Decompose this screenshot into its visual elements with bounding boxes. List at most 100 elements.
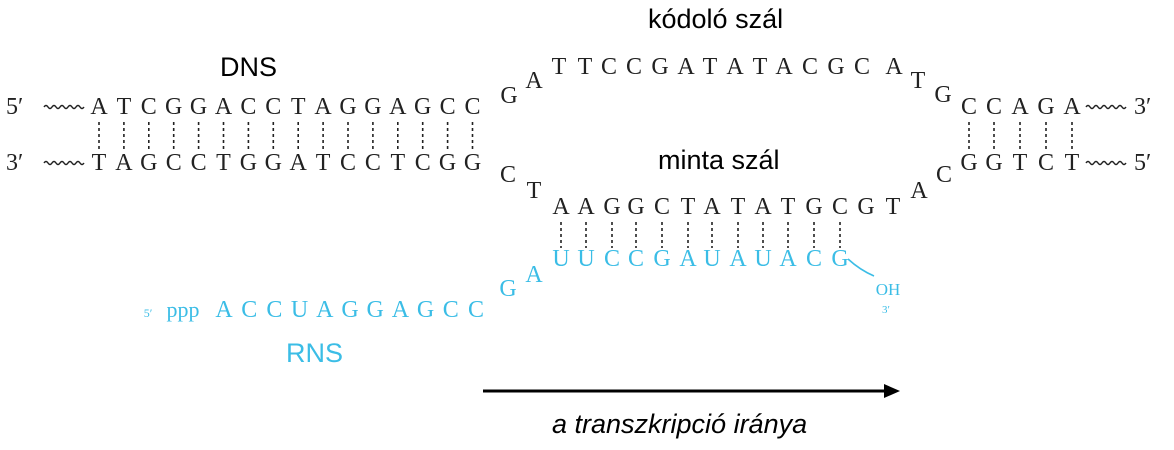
- rna-3prime-oh-label: OH: [876, 280, 901, 299]
- top-right-end-label: 3′: [1134, 94, 1151, 120]
- rna-bubble-base: U: [577, 246, 594, 272]
- template-bubble-base: C: [654, 194, 670, 220]
- bottom-left-wave: [43, 160, 85, 166]
- rna-base: C: [443, 297, 459, 323]
- coding-bubble-base: C: [802, 54, 818, 80]
- coding-base: A: [389, 94, 407, 120]
- coding-bubble-base: A: [677, 54, 695, 80]
- coding-strand-label: kódoló szál: [648, 4, 784, 34]
- coding-base: G: [414, 94, 431, 120]
- coding-base: C: [986, 94, 1002, 120]
- rna-label: RNS: [286, 338, 344, 368]
- coding-base: A: [1011, 94, 1029, 120]
- template-base: G: [140, 150, 157, 176]
- rna-bubble-base: G: [499, 276, 516, 302]
- coding-bubble-base: G: [500, 83, 517, 109]
- template-bubble-base: C: [832, 194, 848, 220]
- transcription-direction-label: a transzkripció iránya: [552, 409, 808, 439]
- coding-bubble-base: C: [626, 54, 642, 80]
- coding-bubble-base: A: [885, 54, 903, 80]
- coding-bubble-base: A: [775, 54, 793, 80]
- rna-bubble-base: G: [831, 246, 848, 272]
- coding-bubble-base: A: [525, 68, 543, 94]
- template-base: C: [365, 150, 381, 176]
- coding-base: C: [265, 94, 281, 120]
- coding-base: C: [464, 94, 480, 120]
- template-bubble-base: A: [754, 194, 772, 220]
- template-bubble-base: G: [805, 194, 822, 220]
- template-base: T: [92, 150, 107, 176]
- coding-bubble-base: T: [703, 54, 718, 80]
- template-base: G: [240, 150, 257, 176]
- rna-3prime-link: [847, 258, 875, 277]
- template-bubble-base: A: [703, 194, 721, 220]
- coding-base: G: [1037, 94, 1054, 120]
- coding-base: T: [291, 94, 306, 120]
- rna-base: C: [266, 297, 282, 323]
- rna-base: U: [291, 297, 308, 323]
- template-bubble-base: G: [857, 194, 874, 220]
- template-base: C: [191, 150, 207, 176]
- direction-arrowhead: [884, 384, 900, 398]
- coding-base: G: [364, 94, 381, 120]
- rna-bubble-base: A: [779, 246, 797, 272]
- bottom-right-wave: [1085, 160, 1127, 166]
- coding-bubble-base: G: [827, 54, 844, 80]
- template-base: G: [265, 150, 282, 176]
- template-strand-label: minta szál: [658, 145, 780, 175]
- coding-base: A: [90, 94, 108, 120]
- top-left-end-label: 5′: [6, 94, 23, 120]
- template-bubble-base: A: [552, 194, 570, 220]
- coding-bubble-base: A: [726, 54, 744, 80]
- template-bubble-base: T: [886, 194, 901, 220]
- template-base: C: [340, 150, 356, 176]
- rna-bubble-base: U: [754, 246, 771, 272]
- coding-base: A: [314, 94, 332, 120]
- template-bubble-base: T: [527, 178, 542, 204]
- coding-bubble-base: T: [911, 68, 926, 94]
- template-base: A: [115, 150, 133, 176]
- template-base: T: [1013, 150, 1028, 176]
- coding-base: T: [117, 94, 132, 120]
- coding-base: G: [165, 94, 182, 120]
- rna-3prime-label: 3′: [882, 304, 890, 316]
- rna-base: C: [241, 297, 257, 323]
- rna-bubble-base: C: [628, 246, 644, 272]
- template-base: C: [166, 150, 182, 176]
- coding-base: G: [339, 94, 356, 120]
- template-base: T: [1065, 150, 1080, 176]
- rna-bubble-base: C: [806, 246, 822, 272]
- coding-base: C: [240, 94, 256, 120]
- coding-bubble-base: G: [934, 82, 951, 108]
- rna-bubble-base: G: [653, 246, 670, 272]
- template-bubble-base: C: [936, 162, 952, 188]
- top-left-wave: [43, 104, 85, 110]
- coding-base: A: [1063, 94, 1081, 120]
- coding-base: C: [141, 94, 157, 120]
- coding-base: G: [190, 94, 207, 120]
- rna-base: G: [417, 297, 434, 323]
- top-right-wave: [1085, 104, 1127, 110]
- coding-bubble-base: T: [753, 54, 768, 80]
- template-base: G: [439, 150, 456, 176]
- bottom-left-end-label: 3′: [6, 150, 23, 176]
- coding-bubble-base: C: [854, 54, 870, 80]
- template-base: T: [390, 150, 405, 176]
- template-bubble-base: T: [781, 194, 796, 220]
- rna-base: C: [468, 297, 484, 323]
- coding-base: A: [215, 94, 233, 120]
- template-base: A: [290, 150, 308, 176]
- template-bubble-base: A: [910, 178, 928, 204]
- template-bubble-base: T: [681, 194, 696, 220]
- template-bubble-base: C: [500, 162, 516, 188]
- template-base: T: [316, 150, 331, 176]
- rna-bubble-base: A: [525, 262, 543, 288]
- template-bubble-base: T: [731, 194, 746, 220]
- template-bubble-base: A: [577, 194, 595, 220]
- coding-base: C: [440, 94, 456, 120]
- rna-bubble-base: A: [729, 246, 747, 272]
- rna-bubble-base: U: [552, 246, 569, 272]
- coding-bubble-base: G: [651, 54, 668, 80]
